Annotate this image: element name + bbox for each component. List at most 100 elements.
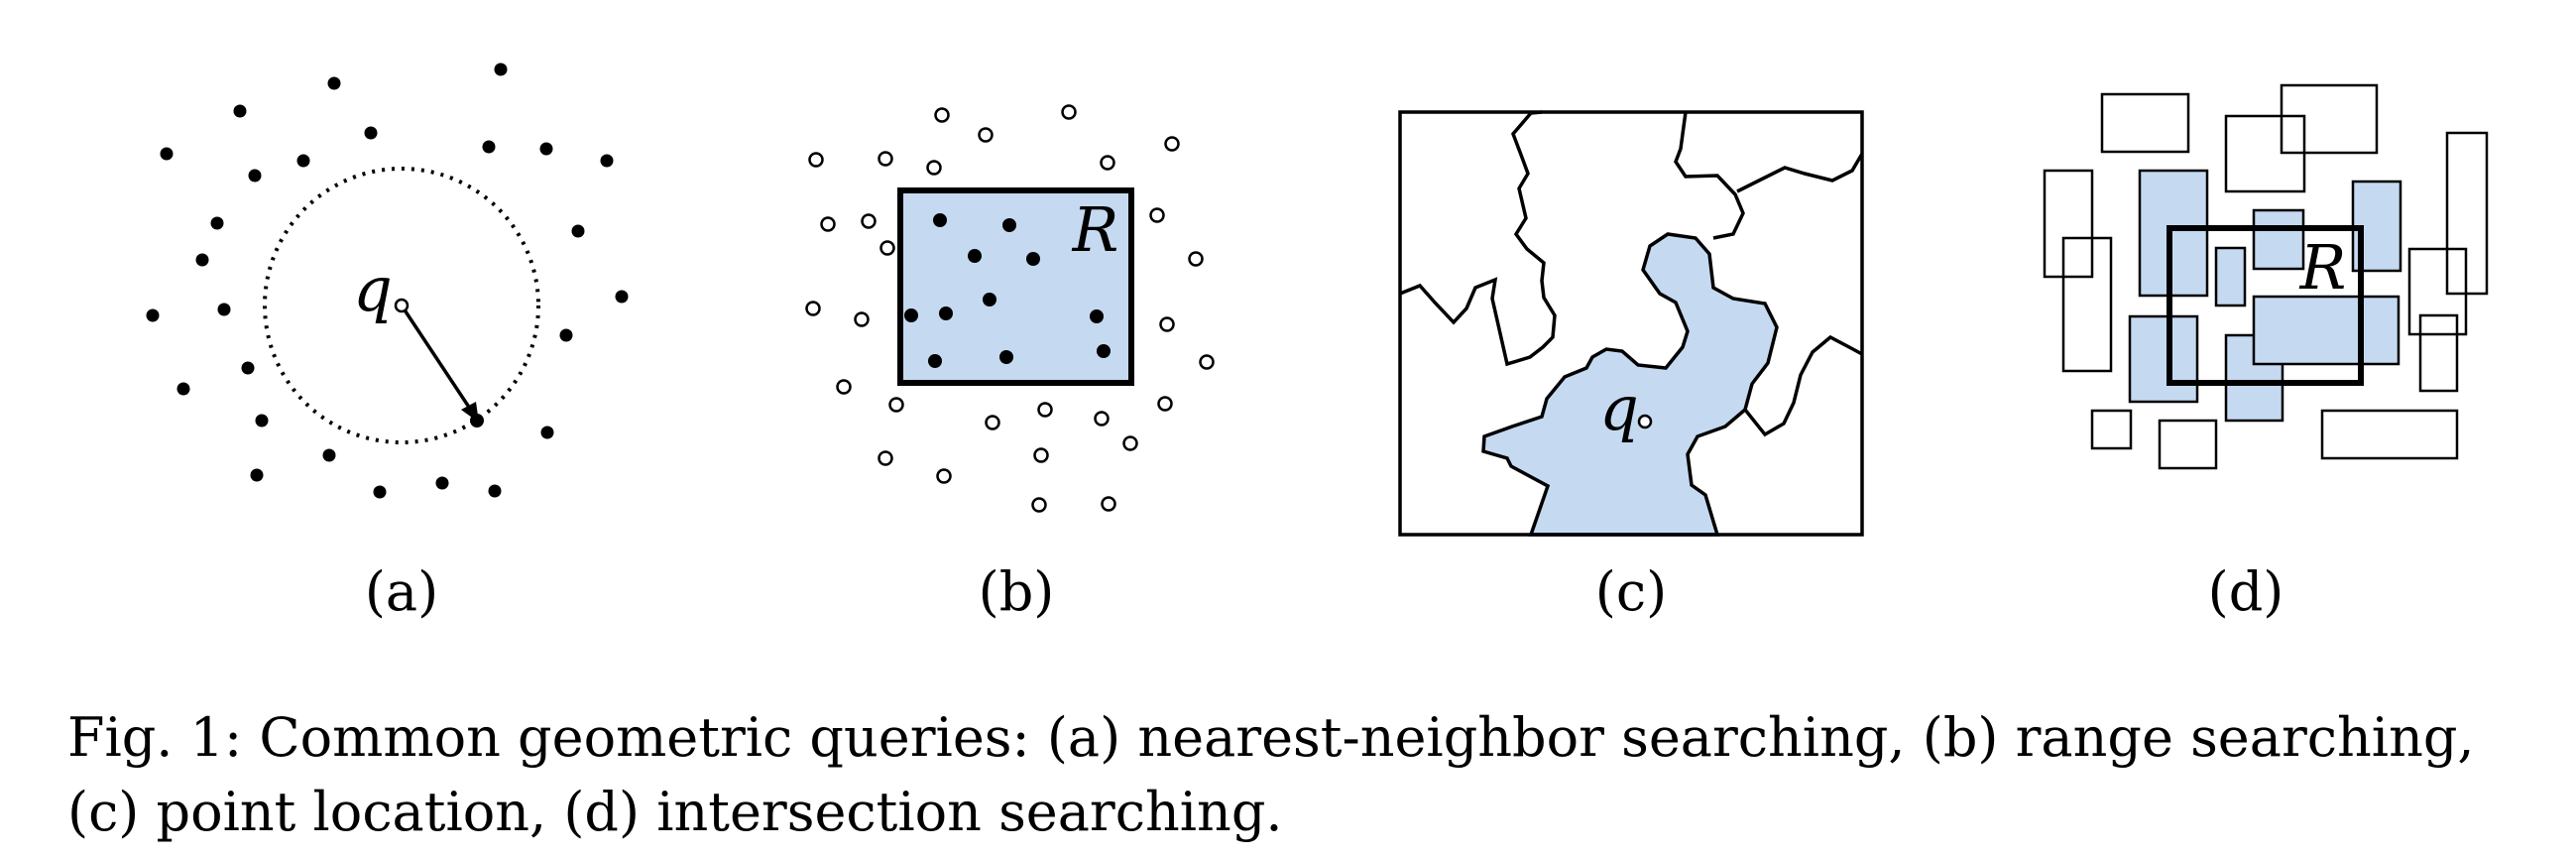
data-point — [539, 142, 553, 156]
rectangle — [2418, 313, 2459, 393]
data-point — [327, 76, 341, 90]
point-outside — [1199, 354, 1215, 370]
point-outside — [1037, 402, 1053, 418]
data-point — [241, 361, 255, 375]
point-outside — [978, 127, 994, 143]
point-inside — [904, 308, 918, 322]
panel-label-d: (d) — [2207, 560, 2284, 623]
data-point — [435, 476, 449, 490]
point-inside — [1002, 218, 1016, 232]
point-inside — [933, 213, 947, 227]
query-point — [394, 298, 410, 313]
point-inside — [968, 249, 982, 263]
data-point — [494, 62, 508, 76]
point-set — [146, 62, 629, 499]
data-point — [255, 414, 269, 428]
region-boundary — [1399, 110, 1557, 367]
data-point — [146, 308, 160, 322]
data-point — [217, 303, 231, 316]
point-outside — [1031, 497, 1047, 513]
point-outside — [1149, 207, 1165, 223]
region-boundary — [1743, 334, 1863, 437]
point-inside — [1026, 252, 1040, 266]
data-point — [482, 140, 496, 154]
panel-label-b: (b) — [978, 560, 1055, 623]
point-outside — [1122, 435, 1138, 451]
panel-b-range-searching — [805, 104, 1215, 513]
data-point — [248, 169, 262, 183]
point-outside — [878, 151, 893, 167]
data-point — [322, 448, 336, 462]
query-label: q — [353, 253, 393, 325]
data-point — [210, 216, 224, 230]
rectangle — [2090, 409, 2133, 450]
data-point — [176, 382, 190, 396]
points-inside-range — [904, 213, 1111, 368]
data-point — [195, 253, 209, 267]
point-outside — [836, 379, 852, 395]
point-outside — [879, 240, 895, 256]
data-point — [571, 224, 585, 238]
point-outside — [805, 301, 821, 316]
rectangle-set — [2043, 83, 2489, 470]
data-point — [600, 154, 614, 168]
query-range-rectangle — [2166, 225, 2364, 386]
figure-caption: Fig. 1: Common geometric queries: (a) ne… — [67, 706, 2475, 843]
data-point — [364, 126, 378, 140]
panel-a-nearest-neighbor — [146, 62, 629, 499]
rectangle — [2100, 92, 2190, 154]
rectangle — [2280, 83, 2379, 155]
point-outside — [1159, 316, 1175, 332]
point-outside — [936, 468, 952, 484]
point-outside — [1033, 447, 1049, 463]
rectangle — [2320, 409, 2459, 460]
rectangle — [2043, 169, 2094, 279]
map-frame — [1398, 110, 1864, 537]
point-outside — [1157, 396, 1173, 412]
point-outside — [1094, 411, 1110, 427]
query-region — [1481, 232, 1779, 537]
figure-graphics — [146, 62, 2489, 537]
point-inside — [939, 306, 953, 320]
query-label: q — [1599, 372, 1639, 444]
data-point — [559, 328, 573, 342]
search-radius-circle — [263, 167, 540, 444]
point-outside — [820, 216, 836, 232]
intersecting-rectangle — [2138, 169, 2209, 298]
point-inside — [983, 293, 996, 306]
nearest-neighbor-arrow — [400, 305, 476, 416]
point-outside — [808, 152, 824, 168]
panel-label-a: (a) — [364, 560, 439, 623]
points-outside-range — [805, 104, 1215, 513]
data-point — [233, 104, 247, 118]
region-boundary — [1674, 111, 1745, 240]
point-inside — [999, 350, 1013, 364]
point-inside — [1090, 309, 1104, 323]
data-point — [488, 484, 502, 498]
point-outside — [1100, 155, 1115, 171]
point-outside — [1101, 496, 1116, 512]
rectangle — [2407, 247, 2468, 336]
query-point — [1637, 414, 1653, 429]
data-point — [615, 290, 629, 304]
intersecting-rectangle — [2214, 246, 2247, 307]
point-outside — [878, 450, 893, 466]
point-inside — [1097, 344, 1111, 358]
data-point — [373, 485, 387, 499]
range-label: R — [2299, 231, 2347, 304]
rectangle — [2158, 419, 2218, 470]
data-point — [160, 147, 174, 161]
point-outside — [888, 397, 904, 413]
data-point — [250, 468, 264, 482]
intersecting-rectangle — [2128, 314, 2199, 404]
point-outside — [854, 311, 870, 327]
point-outside — [1188, 251, 1204, 267]
panel-c-point-location — [1398, 110, 1864, 537]
data-point — [540, 426, 554, 439]
data-point — [296, 154, 310, 168]
point-outside — [1061, 104, 1077, 120]
range-label: R — [1072, 193, 1119, 266]
point-inside — [928, 354, 942, 368]
panel-label-c: (c) — [1594, 560, 1668, 623]
